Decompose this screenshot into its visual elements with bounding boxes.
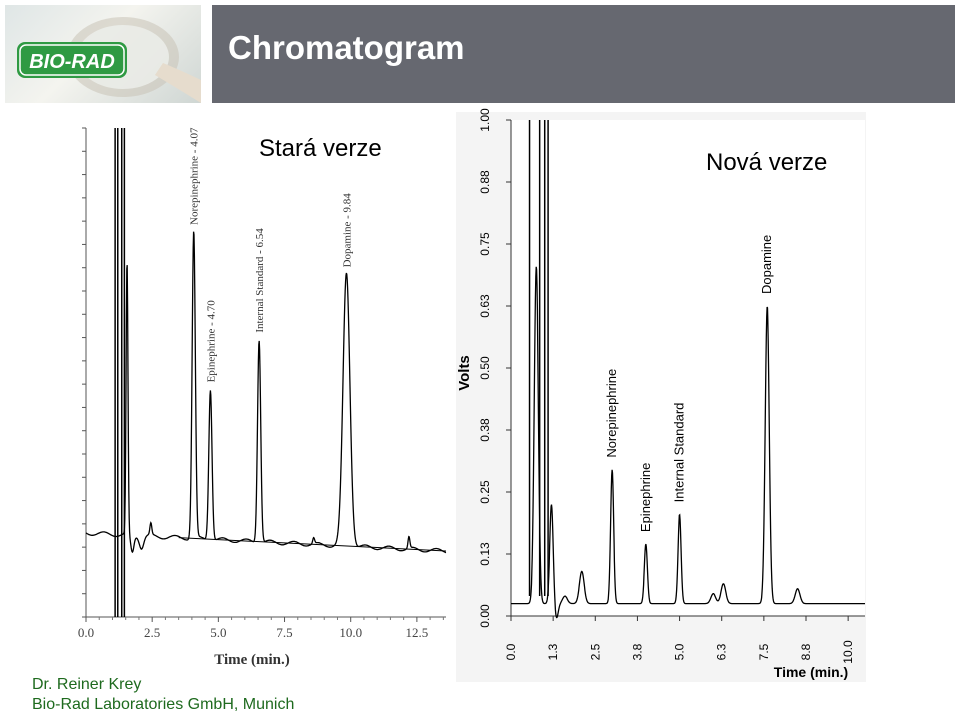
- logo-badge-border: [19, 44, 125, 76]
- chart-new-y-ticks: 0.00 0.13 0.25 0.38 0.50 0.63 0.75 0.88 1.00: [478, 108, 511, 628]
- chart-old-x-label: Time (min.): [214, 652, 290, 668]
- chart-new-x-ticks: 0.0 1.3 2.5 3.8 5.0 6.3 7.5 8.8 10.0: [504, 616, 855, 664]
- page-title: Chromatogram: [228, 29, 465, 66]
- author-name: Dr. Reiner Krey: [32, 676, 142, 693]
- x-tick-label: 0.0: [504, 643, 518, 660]
- peak-label: Internal Standard: [672, 403, 687, 503]
- peak-label: Internal Standard - 6.54: [254, 228, 266, 333]
- x-tick-label: 7.5: [276, 625, 292, 640]
- x-tick-label: 8.8: [799, 643, 813, 660]
- logo-green-badge: [17, 42, 127, 78]
- x-tick-label: 5.0: [673, 643, 687, 660]
- chart-new-x-label: Time (min.): [774, 664, 848, 680]
- x-tick-label: 5.0: [210, 625, 226, 640]
- chart-old-solvent-front: [114, 128, 126, 617]
- author-affiliation: Bio-Rad Laboratories GmbH, Munich: [32, 696, 295, 713]
- chart-old-x-ticks: 0.0 2.5 5.0 7.5 10.0 12.5: [78, 617, 444, 640]
- chart-new-plot-area: [511, 120, 865, 616]
- chart-old-baseline: [178, 537, 447, 552]
- x-tick-label: 7.5: [757, 643, 771, 660]
- chart-old-title: Stará verze: [259, 135, 382, 162]
- y-tick-label: 0.50: [478, 356, 492, 380]
- y-tick-label: 0.13: [478, 542, 492, 566]
- x-tick-label: 6.3: [715, 643, 729, 660]
- y-tick-label: 0.63: [478, 294, 492, 318]
- chart-new-peak-labels: Norepinephrine Epinephrine Internal Standa…: [604, 235, 774, 532]
- y-tick-label: 0.88: [478, 170, 492, 194]
- chart-new-solvent-front: [528, 120, 549, 596]
- y-tick-label: 0.75: [478, 232, 492, 256]
- x-tick-label: 0.0: [78, 625, 94, 640]
- chart-old-y-ticks: [82, 127, 86, 618]
- hand-shape: [155, 63, 201, 103]
- peak-label: Epinephrine - 4.70: [205, 300, 217, 383]
- peak-label: Norepinephrine: [604, 369, 619, 458]
- chart-new-y-label: Volts: [456, 355, 473, 391]
- chart-new-trace: [511, 266, 865, 619]
- chart-new-title: Nová verze: [706, 149, 827, 176]
- x-tick-label: 2.5: [144, 625, 160, 640]
- x-tick-label: 2.5: [588, 643, 602, 660]
- bio-rad-logo-box: BIO-RAD: [5, 5, 201, 103]
- peak-label: Dopamine - 9.84: [341, 193, 353, 268]
- chart-old-background: [74, 112, 450, 658]
- y-tick-label: 1.00: [478, 108, 492, 132]
- y-tick-label: 0.38: [478, 418, 492, 442]
- chart-old-trace: [85, 231, 447, 554]
- chart-old-peak-labels: Norepinephrine - 4.07 Epinephrine - 4.70 I…: [189, 127, 354, 382]
- y-tick-label: 0.00: [478, 604, 492, 628]
- x-tick-label: 1.3: [546, 643, 560, 660]
- x-tick-label: 10.0: [841, 640, 855, 664]
- bio-rad-logo: BIO-RAD: [17, 17, 201, 103]
- logo-text: BIO-RAD: [29, 51, 115, 73]
- peak-label: Dopamine: [759, 235, 774, 294]
- peak-label: Norepinephrine - 4.07: [189, 127, 201, 225]
- x-tick-label: 12.5: [406, 625, 429, 640]
- x-tick-label: 10.0: [339, 625, 362, 640]
- title-bar: Chromatogram: [212, 5, 955, 103]
- peak-label: Epinephrine: [638, 463, 653, 532]
- x-tick-label: 3.8: [630, 643, 644, 660]
- y-tick-label: 0.25: [478, 480, 492, 504]
